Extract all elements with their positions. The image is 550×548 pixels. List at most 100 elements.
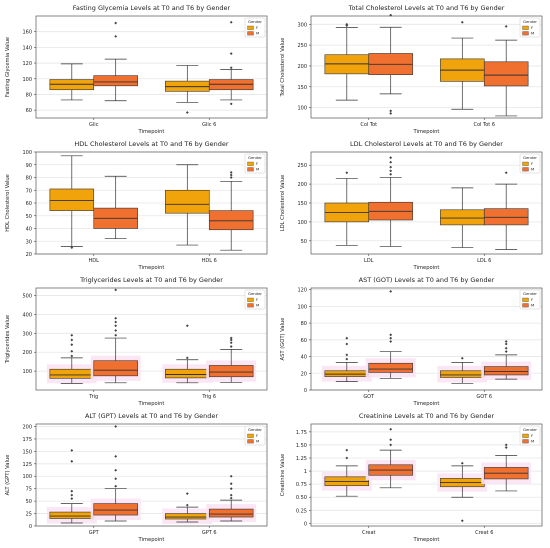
y-tick-label: 100 [22, 369, 32, 375]
legend-title: Gender [523, 291, 537, 296]
outlier-point [229, 102, 233, 106]
y-tick-label: 20 [26, 252, 32, 258]
legend-entry: F [256, 297, 258, 302]
chart-panel: 0 0.25 0.50 0.75 1 1.25 1.50 1.75 Creatinine Lev… [275, 408, 550, 544]
y-tick-label: 500 [22, 294, 32, 300]
y-axis-label: LDL Cholesterol Value [280, 175, 286, 232]
y-tick-label: 150 [297, 85, 307, 91]
chart-title: HDL Cholesterol Levels at T0 and T6 by G… [74, 140, 228, 148]
legend-swatch [247, 297, 254, 302]
x-tick-label: Creat 6 [475, 530, 493, 536]
outlier-point [389, 169, 393, 173]
x-tick-label: Glic 6 [202, 122, 216, 128]
y-tick-label: 100 [22, 150, 32, 156]
outlier-point [389, 13, 393, 17]
box [93, 503, 138, 516]
outlier-point [114, 425, 118, 428]
x-tick-label: HDL 6 [202, 258, 217, 264]
y-axis-label: Triglycerides Value [5, 315, 11, 364]
box [208, 365, 254, 378]
legend-swatch [522, 297, 529, 302]
y-tick-label: 100 [22, 474, 32, 480]
legend-entry: F [531, 161, 533, 166]
axes-frame [310, 287, 543, 391]
y-tick-label: 80 [26, 176, 32, 182]
x-axis-label: Timepoint [413, 265, 440, 271]
y-tick-label: 250 [297, 43, 307, 49]
y-tick-label: 80 [26, 92, 32, 98]
legend-entry: F [531, 433, 533, 438]
box [49, 511, 95, 519]
legend-title: Gender [248, 155, 262, 160]
y-tick-label: 50 [26, 499, 32, 505]
outlier-point [185, 111, 189, 114]
axes-frame [310, 423, 543, 527]
legend-entry: F [531, 25, 533, 30]
outlier-point [229, 496, 233, 500]
x-tick-label: Glic [89, 122, 99, 128]
chart-svg: 50 100 150 200 250 LDL Cholesterol Levels at … [280, 140, 543, 271]
outlier-point [460, 519, 464, 523]
chart-panel: 100 200 300 400 500 Triglycerides Levels at T… [0, 272, 275, 408]
y-tick-label: 400 [22, 312, 32, 318]
legend-swatch [522, 25, 529, 30]
outlier-point [229, 173, 233, 177]
outlier-point [345, 353, 349, 357]
legend-title: Gender [248, 291, 262, 296]
legend-title: Gender [523, 19, 537, 24]
outlier-point [345, 22, 349, 26]
legend-entry: M [256, 167, 259, 172]
outlier-point [460, 356, 464, 360]
y-tick-label: 75 [26, 487, 32, 493]
y-tick-label: 250 [297, 163, 307, 169]
legend-entry: F [256, 25, 258, 30]
y-tick-label: 90 [26, 163, 32, 169]
legend-swatch [522, 303, 529, 308]
outlier-point [229, 66, 233, 70]
box [208, 210, 254, 231]
chart-title: AST (GOT) Levels at T0 and T6 by Gender [359, 276, 495, 284]
outlier-point [389, 438, 393, 442]
y-tick-label: 0.25 [296, 508, 307, 514]
legend-swatch [247, 303, 254, 308]
outlier-point [389, 333, 393, 337]
y-tick-label: 25 [26, 512, 32, 518]
y-tick-label: 0.50 [296, 495, 307, 501]
y-tick-label: 40 [301, 355, 307, 361]
outlier-point [114, 484, 118, 488]
outlier-point [504, 25, 508, 28]
y-tick-label: 50 [301, 239, 307, 245]
outlier-point [345, 456, 349, 460]
outlier-point [389, 336, 393, 340]
y-tick-label: 125 [22, 462, 32, 468]
chart-title: Fasting Glycemia Levels at T0 and T6 by … [73, 4, 231, 12]
legend-swatch [522, 167, 529, 172]
chart-panel: 50 100 150 200 250 LDL Cholesterol Levels at … [275, 136, 550, 272]
axes-frame [35, 287, 268, 391]
x-axis-label: Timepoint [138, 401, 165, 407]
legend-title: Gender [523, 155, 537, 160]
outlier-point [345, 342, 349, 346]
y-tick-label: 150 [297, 201, 307, 207]
x-axis-label: Timepoint [138, 537, 165, 543]
axes-frame [310, 151, 543, 255]
legend-swatch [522, 161, 529, 166]
box [93, 360, 138, 377]
box [368, 362, 413, 373]
x-tick-label: Creat [362, 530, 376, 536]
outlier-point [504, 446, 508, 449]
box [49, 368, 95, 379]
outlier-point [345, 171, 349, 175]
y-tick-label: 0 [29, 524, 32, 530]
box [165, 189, 210, 214]
legend-swatch [522, 433, 529, 438]
x-axis-label: Timepoint [138, 129, 165, 135]
chart-title: Creatinine Levels at T0 and T6 by Gender [359, 412, 495, 420]
y-tick-label: 60 [26, 108, 32, 114]
chart-svg: 0 0.25 0.50 0.75 1 1.25 1.50 1.75 Creatinine Lev… [280, 412, 543, 543]
outlier-point [229, 20, 233, 24]
chart-svg: 0 20 40 60 80 100 120 AST (GOT) Levels at T0 an… [280, 276, 543, 407]
y-axis-label: Fasting Glycemia Value [5, 37, 11, 97]
outlier-point [389, 443, 393, 447]
